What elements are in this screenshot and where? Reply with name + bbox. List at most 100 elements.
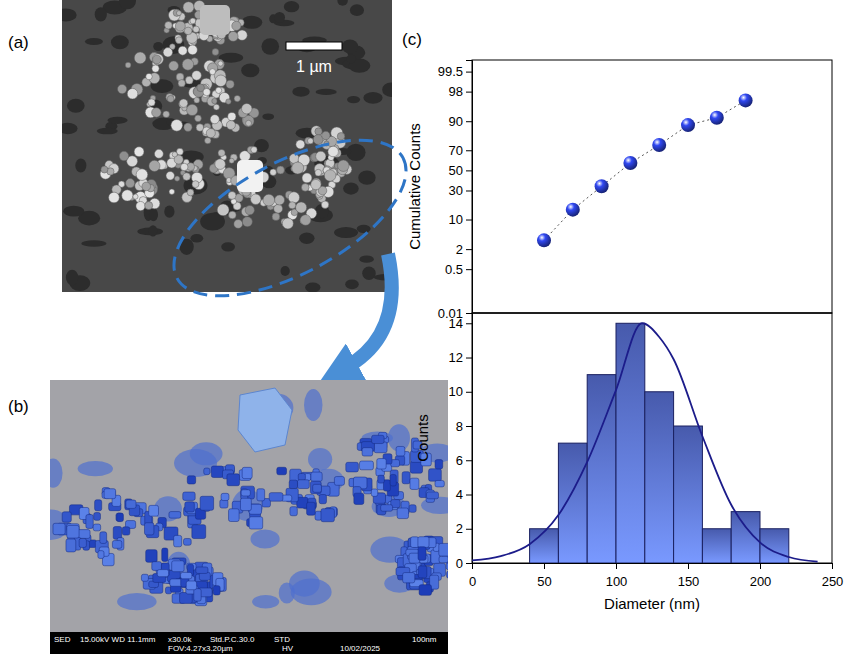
particle xyxy=(321,509,334,522)
tick-label: 100 xyxy=(606,574,628,589)
texture-spot xyxy=(252,595,279,608)
axis-line xyxy=(466,314,473,564)
particle xyxy=(322,131,330,139)
tick: 90 xyxy=(449,114,472,129)
particle xyxy=(153,55,162,64)
plot-frame xyxy=(472,313,832,563)
particle xyxy=(298,473,305,480)
particle xyxy=(257,489,265,501)
texture-spot xyxy=(304,389,322,421)
tick: 14 xyxy=(449,316,472,331)
particle xyxy=(126,500,136,508)
particle xyxy=(241,490,250,496)
particle xyxy=(193,26,200,33)
panel-label: (b) xyxy=(8,397,29,416)
texture-spot xyxy=(66,270,78,286)
tick: 250 xyxy=(822,563,844,589)
particle xyxy=(300,215,311,226)
texture-spot xyxy=(363,92,382,104)
particle xyxy=(152,562,162,571)
particle xyxy=(381,505,393,512)
particle xyxy=(324,170,336,182)
particle xyxy=(169,61,179,71)
particle xyxy=(152,54,163,65)
tick-label: 250 xyxy=(822,574,844,589)
tick-label: 50 xyxy=(449,163,463,178)
tick-mark xyxy=(466,92,472,93)
texture-spot xyxy=(107,117,127,124)
particle xyxy=(188,45,198,55)
particle xyxy=(251,147,257,153)
tick-label: 98 xyxy=(449,84,463,99)
particle xyxy=(396,446,405,455)
particle xyxy=(184,538,192,545)
particle xyxy=(397,508,408,519)
info-text: FOV:4.27x3.20µm xyxy=(168,644,233,653)
texture-spot xyxy=(274,12,285,23)
scale-bar xyxy=(286,42,342,50)
tick: 50 xyxy=(537,563,551,589)
data-point xyxy=(652,138,666,152)
texture-spot xyxy=(78,461,113,476)
particle xyxy=(220,500,228,508)
tick: 200 xyxy=(750,563,772,589)
particle xyxy=(338,160,349,171)
y-axis-title: Counts xyxy=(414,414,431,462)
particle xyxy=(210,115,219,124)
particle xyxy=(272,213,280,221)
particle xyxy=(203,88,210,95)
particle xyxy=(362,448,373,456)
particle xyxy=(251,194,261,204)
tick-label: 200 xyxy=(750,574,772,589)
particle xyxy=(194,589,201,601)
particle xyxy=(227,474,240,486)
info-text: STD xyxy=(274,635,290,644)
particle xyxy=(217,204,229,216)
particle xyxy=(221,493,229,500)
tick: 10 xyxy=(449,212,472,227)
particle xyxy=(411,537,419,548)
particle xyxy=(328,146,339,157)
particle xyxy=(215,159,226,170)
tick-mark xyxy=(688,563,689,569)
particle xyxy=(169,189,174,194)
x-axis-title: Diameter (nm) xyxy=(604,595,700,612)
particle xyxy=(282,218,293,229)
texture-spot xyxy=(334,227,358,238)
particle xyxy=(98,551,104,559)
texture-spot xyxy=(316,89,337,95)
particle xyxy=(390,474,396,485)
tick: 50 xyxy=(449,163,472,178)
particle xyxy=(228,112,236,120)
particle xyxy=(178,80,185,87)
data-point xyxy=(710,111,724,125)
histogram-bar xyxy=(702,529,731,563)
particle xyxy=(126,179,135,188)
tick-label: 0.5 xyxy=(445,262,463,277)
particle xyxy=(213,104,219,110)
particle xyxy=(142,182,151,191)
particle xyxy=(447,571,448,578)
particle xyxy=(213,586,220,595)
particle xyxy=(410,478,419,489)
tick-mark xyxy=(466,190,472,191)
particle xyxy=(212,98,217,103)
particle xyxy=(315,169,322,176)
data-point xyxy=(739,93,753,107)
particle xyxy=(104,489,116,499)
particle xyxy=(200,496,213,510)
tick-mark xyxy=(466,323,472,324)
particle xyxy=(95,500,102,511)
particle xyxy=(242,217,252,227)
particle xyxy=(122,527,130,535)
tick-mark xyxy=(466,460,472,461)
particle xyxy=(319,495,326,504)
texture-spot xyxy=(75,159,86,173)
info-text: 100nm xyxy=(412,635,437,644)
texture-spot xyxy=(261,38,279,55)
particle-large xyxy=(237,160,263,192)
particle xyxy=(218,61,223,66)
particle xyxy=(154,149,163,158)
particle xyxy=(334,477,344,486)
particle xyxy=(372,435,384,443)
